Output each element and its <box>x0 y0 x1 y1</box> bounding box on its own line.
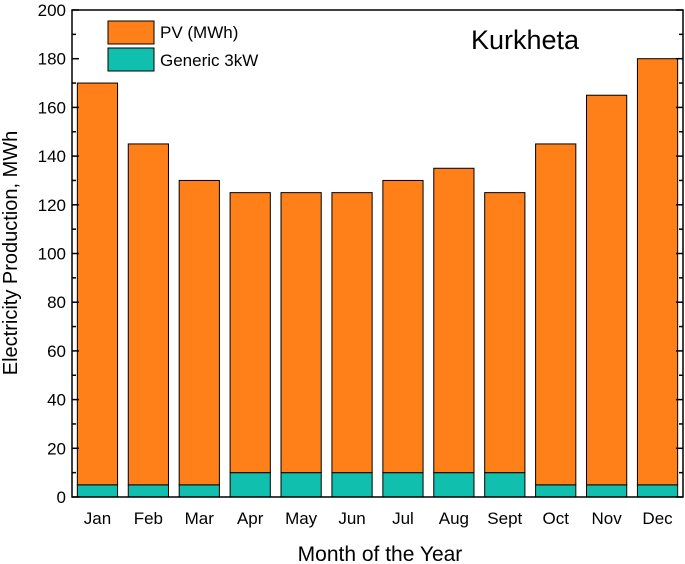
bars-layer <box>76 58 679 498</box>
bar-jun-pv-mwh <box>331 192 373 474</box>
y-axis: 0 20 40 60 80 100 120 140 160 180 200 <box>38 1 683 507</box>
x-tick-label-nov: Nov <box>592 509 623 528</box>
bar-may-generic-3kw <box>280 472 322 498</box>
y-tick-label: 0 <box>57 488 66 507</box>
x-tick-label-jan: Jan <box>84 509 111 528</box>
bar-nov-pv-mwh <box>586 94 628 486</box>
bar-apr-pv-mwh <box>229 192 271 474</box>
x-tick-label-mar: Mar <box>185 509 215 528</box>
y-tick-label: 40 <box>47 391 66 410</box>
x-tick-label-feb: Feb <box>134 509 163 528</box>
legend-swatch-pv <box>107 20 155 45</box>
x-tick-label-jun: Jun <box>338 509 365 528</box>
x-tick-label-jul: Jul <box>392 509 414 528</box>
x-tick-label-sept: Sept <box>487 509 522 528</box>
y-tick-label: 140 <box>38 147 66 166</box>
bar-sept-pv-mwh <box>484 192 526 474</box>
bar-oct-pv-mwh <box>535 143 577 486</box>
y-tick-label: 80 <box>47 293 66 312</box>
y-axis-label: Electricity Production, MWh <box>0 131 22 376</box>
legend-swatch-generic <box>107 47 155 72</box>
legend: PV (MWh) Generic 3kW <box>107 20 258 72</box>
bar-mar-generic-3kw <box>178 484 220 498</box>
x-tick-label-aug: Aug <box>439 509 469 528</box>
x-axis: Jan Feb Mar Apr May Jun Jul Aug Sept Oct Nov Dec <box>84 509 673 528</box>
y-tick-label: 160 <box>38 98 66 117</box>
bar-dec-generic-3kw <box>636 484 679 498</box>
bar-aug-generic-3kw <box>433 472 475 498</box>
bar-jan-generic-3kw <box>76 484 119 498</box>
bar-oct-generic-3kw <box>535 484 577 498</box>
y-tick-label: 200 <box>38 1 66 20</box>
bar-mar-pv-mwh <box>178 179 220 486</box>
y-tick-label: 20 <box>47 439 66 458</box>
legend-label-pv: PV (MWh) <box>160 23 238 42</box>
bar-aug-pv-mwh <box>433 167 475 474</box>
y-tick-label: 100 <box>38 245 66 264</box>
bar-jan-pv-mwh <box>76 82 119 486</box>
bar-nov-generic-3kw <box>586 484 628 498</box>
chart-title: Kurkheta <box>471 25 580 55</box>
bar-feb-pv-mwh <box>127 143 169 486</box>
bar-sept-generic-3kw <box>484 472 526 498</box>
bar-jul-generic-3kw <box>382 472 424 498</box>
x-tick-label-oct: Oct <box>542 509 569 528</box>
y-tick-label: 60 <box>47 342 66 361</box>
bar-jul-pv-mwh <box>382 179 424 474</box>
bar-feb-generic-3kw <box>127 484 169 498</box>
x-axis-label: Month of the Year <box>298 543 463 564</box>
y-tick-label: 120 <box>38 196 66 215</box>
bar-dec-pv-mwh <box>636 58 679 486</box>
x-tick-label-dec: Dec <box>642 509 673 528</box>
bar-may-pv-mwh <box>280 192 322 474</box>
bar-jun-generic-3kw <box>331 472 373 498</box>
legend-label-generic: Generic 3kW <box>160 51 258 70</box>
x-tick-label-apr: Apr <box>237 509 264 528</box>
y-tick-label: 180 <box>38 50 66 69</box>
bar-apr-generic-3kw <box>229 472 271 498</box>
x-tick-label-may: May <box>285 509 318 528</box>
